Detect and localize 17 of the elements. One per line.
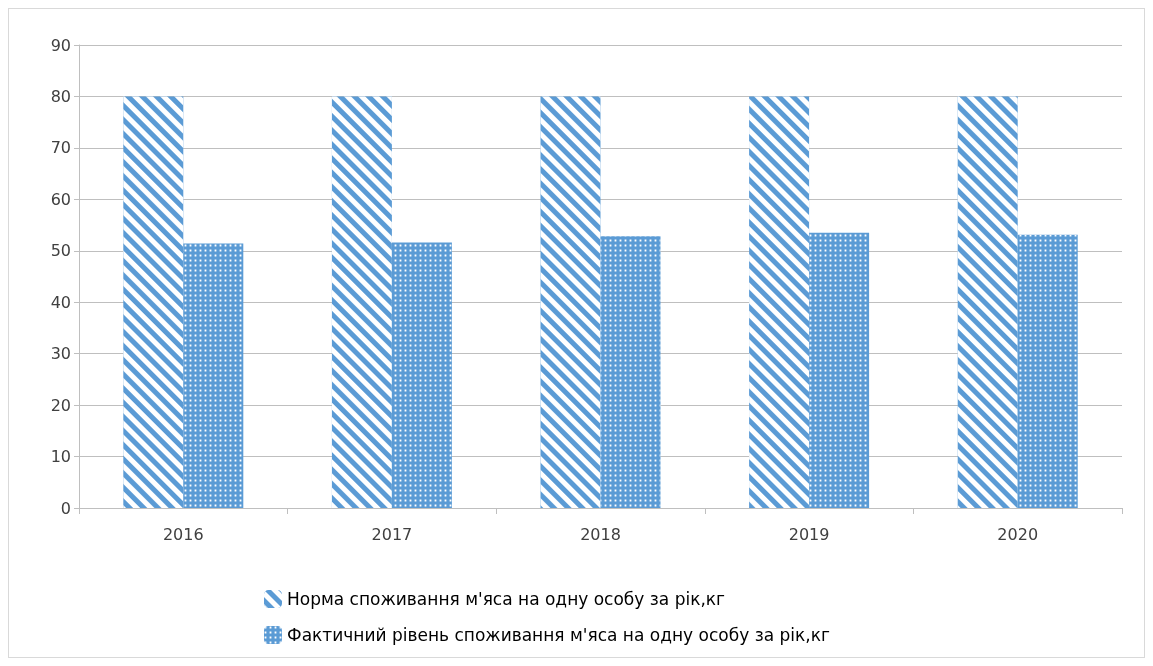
x-tick-label: 2016 — [162, 524, 204, 544]
y-tick-label: 10 — [50, 447, 71, 467]
y-tick-label: 30 — [50, 344, 71, 364]
y-tick-label: 40 — [50, 292, 71, 312]
x-tick-label: 2018 — [580, 524, 621, 544]
x-tick-label: 2017 — [371, 524, 413, 544]
y-tick-label: 90 — [50, 35, 71, 55]
y-tick-label: 50 — [50, 241, 71, 261]
legend-label: Фактичний рівень споживання м'яса на одну особу за рік,кг — [287, 625, 830, 645]
y-tick-label: 80 — [50, 86, 71, 106]
x-tick-label: 2019 — [788, 524, 830, 544]
y-tick-label: 60 — [50, 189, 71, 209]
y-tick-label: 70 — [50, 138, 71, 158]
y-tick-label: 0 — [60, 498, 71, 518]
y-tick-label: 20 — [50, 395, 71, 415]
legend-label: Норма споживання м'яса на одну особу за рік,кг — [287, 589, 726, 609]
x-tick-label: 2020 — [997, 524, 1039, 544]
